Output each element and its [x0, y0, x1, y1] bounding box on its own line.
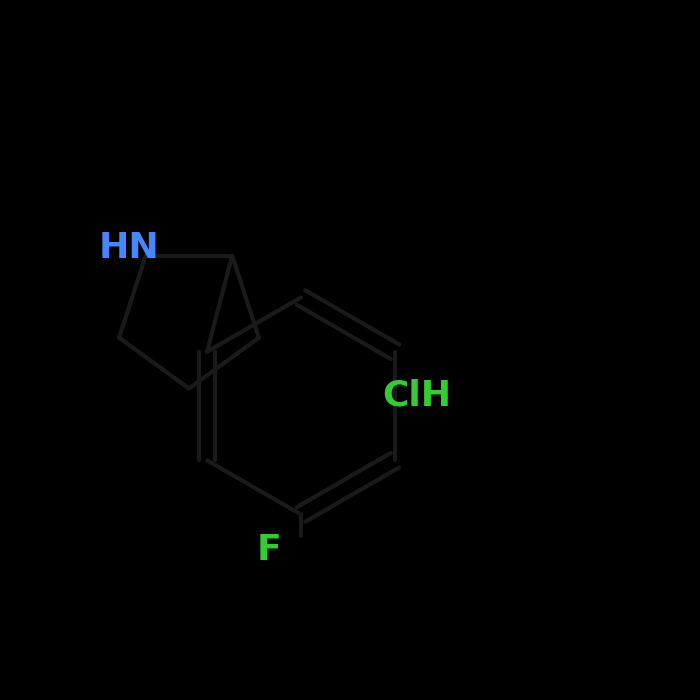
Text: ClH: ClH	[382, 379, 451, 412]
Text: HN: HN	[99, 232, 160, 265]
Text: F: F	[257, 533, 282, 566]
